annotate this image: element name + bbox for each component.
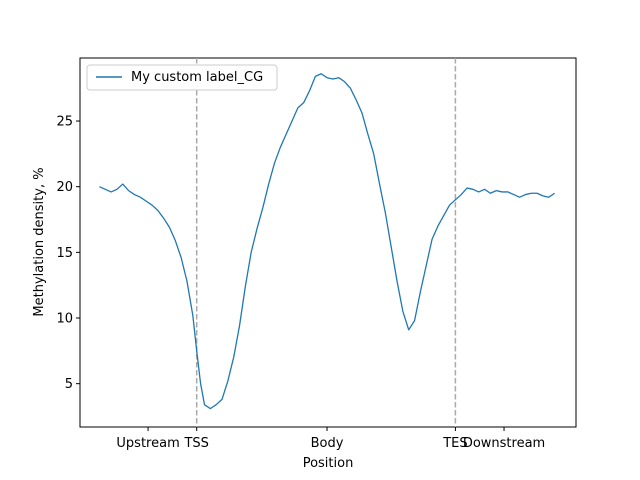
- legend-label: My custom label_CG: [131, 70, 263, 85]
- region-divider-lines: [195, 58, 457, 427]
- y-tick-label: 20: [56, 180, 73, 195]
- legend-box: [86, 64, 278, 91]
- legend: My custom label_CG: [86, 64, 278, 91]
- y-tick-label: 15: [56, 246, 73, 261]
- x-tick-label: TES: [442, 436, 467, 451]
- y-tick-label: 10: [56, 312, 73, 327]
- plot-area-frame: [79, 57, 577, 428]
- series-layer: [99, 73, 555, 410]
- y-axis: 5 10 15 20 25: [56, 115, 80, 392]
- x-tick-label: TSS: [183, 436, 208, 451]
- series-line: [99, 73, 555, 410]
- y-tick-label: 25: [56, 115, 73, 130]
- x-tick-label: Body: [311, 436, 344, 451]
- y-axis-label: Methylation density, %: [32, 167, 47, 316]
- x-tick-label: Downstream: [463, 436, 545, 451]
- x-axis-label: Position: [303, 456, 354, 471]
- x-tick-label: Upstream: [116, 436, 179, 451]
- y-tick-label: 5: [65, 377, 73, 392]
